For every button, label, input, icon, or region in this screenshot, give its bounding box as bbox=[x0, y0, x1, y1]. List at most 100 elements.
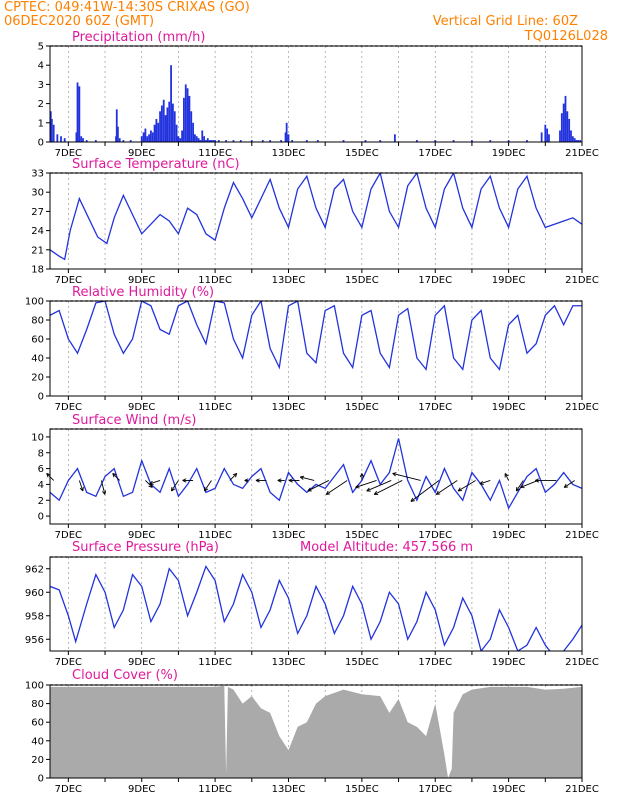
precipitation-bar bbox=[316, 140, 319, 142]
precipitation-bar bbox=[118, 138, 121, 142]
precipitation-bar bbox=[217, 140, 220, 142]
precipitation-bar bbox=[197, 138, 200, 142]
precipitation-bar bbox=[115, 109, 118, 142]
cloud-cover-xtick-label: 11DEC bbox=[198, 784, 232, 795]
precipitation-bar bbox=[172, 103, 174, 142]
wind-arrow bbox=[288, 478, 300, 483]
cloud-cover-ytick-label: 20 bbox=[31, 755, 44, 766]
precipitation-bar bbox=[564, 95, 567, 142]
precipitation-bar bbox=[342, 140, 345, 142]
precipitation-bar bbox=[573, 138, 576, 142]
precipitation-bar bbox=[250, 140, 253, 142]
precipitation-bar bbox=[577, 140, 580, 142]
precipitation-bar bbox=[239, 140, 242, 142]
cloud-cover-xtick-label: 7DEC bbox=[55, 784, 82, 795]
precipitation-bar bbox=[210, 140, 213, 142]
wind-arrow bbox=[100, 480, 107, 495]
pressure-xtick-label: 9DEC bbox=[128, 657, 155, 668]
humidity-title: Relative Humidity (%) bbox=[72, 285, 214, 300]
precipitation-ytick-label: 3 bbox=[38, 80, 44, 91]
temperature-xtick-label: 9DEC bbox=[128, 275, 155, 286]
precipitation-bar bbox=[562, 103, 565, 142]
pressure-xtick-label: 19DEC bbox=[492, 657, 526, 668]
precipitation-bar bbox=[540, 132, 543, 142]
precipitation-bar bbox=[548, 134, 550, 142]
precipitation-bar bbox=[142, 132, 145, 142]
temperature-ytick-label: 30 bbox=[31, 188, 44, 199]
precipitation-bar bbox=[162, 99, 165, 142]
humidity-ytick-label: 0 bbox=[38, 392, 44, 403]
pressure-line bbox=[50, 564, 582, 651]
precipitation-bar bbox=[195, 136, 198, 142]
precipitation-bar bbox=[60, 136, 62, 142]
cloud-cover-xtick-label: 19DEC bbox=[492, 784, 526, 795]
humidity-ytick-label: 20 bbox=[31, 373, 44, 384]
precipitation-bar bbox=[184, 84, 187, 142]
wind-ytick-label: 2 bbox=[38, 496, 44, 507]
precipitation-bar bbox=[379, 140, 382, 142]
wind-arrow bbox=[563, 480, 575, 488]
wind-line bbox=[50, 438, 582, 510]
wind-arrow bbox=[366, 480, 392, 492]
humidity-xtick-label: 9DEC bbox=[128, 402, 155, 413]
wind-xtick-label: 21DEC bbox=[565, 530, 599, 541]
wind-xtick-label: 7DEC bbox=[55, 530, 82, 541]
precipitation-bar bbox=[155, 118, 158, 142]
precipitation-bar bbox=[225, 140, 228, 142]
precipitation-bar bbox=[566, 111, 569, 142]
temperature-line bbox=[50, 173, 582, 261]
wind-title: Surface Wind (m/s) bbox=[72, 413, 196, 428]
wind-arrow bbox=[112, 473, 121, 481]
humidity-ytick-label: 80 bbox=[31, 316, 44, 327]
precipitation-bar bbox=[291, 140, 294, 142]
cloud-cover-ytick-label: 100 bbox=[25, 681, 44, 692]
wind-arrow bbox=[277, 478, 285, 483]
precipitation-bar bbox=[144, 128, 147, 142]
wind-arrow bbox=[255, 478, 267, 483]
precipitation-bar bbox=[183, 97, 185, 142]
wind-arrow bbox=[325, 480, 348, 495]
wind-arrow bbox=[359, 473, 365, 481]
precipitation-bar bbox=[179, 138, 182, 142]
precipitation-bar bbox=[546, 128, 549, 142]
wind-xtick-label: 17DEC bbox=[418, 530, 452, 541]
precipitation-ytick-label: 5 bbox=[38, 42, 44, 53]
precipitation-xtick-label: 7DEC bbox=[55, 148, 82, 159]
cloud-cover-xtick-label: 13DEC bbox=[272, 784, 306, 795]
precipitation-bar bbox=[575, 140, 578, 142]
wind-arrow bbox=[435, 480, 458, 495]
precipitation-bar bbox=[544, 124, 547, 142]
wind-panel: 0 2 4 6 8 10 7DEC 9DEC 11DEC 13DEC 15DEC 17DEC 19DEC… bbox=[31, 428, 599, 541]
precipitation-bar bbox=[507, 140, 510, 142]
temperature-ytick-label: 24 bbox=[31, 226, 44, 237]
temperature-xtick-label: 21DEC bbox=[565, 275, 599, 286]
cloud-cover-area bbox=[50, 685, 582, 778]
cloud-cover-xtick-label: 17DEC bbox=[418, 784, 452, 795]
precipitation-bar bbox=[173, 111, 176, 142]
temperature-panel: 18 21 24 27 30 33 7DEC 9DEC 11DEC 13DEC 15DEC 17DEC… bbox=[31, 169, 599, 287]
temperature-ytick-label: 27 bbox=[31, 207, 44, 218]
wind-arrow bbox=[520, 480, 539, 489]
precipitation-bar bbox=[52, 124, 55, 142]
precipitation-bar bbox=[140, 136, 143, 142]
temperature-title: Surface Temperature (nC) bbox=[72, 157, 240, 172]
precipitation-bar bbox=[80, 136, 83, 142]
temperature-ytick-label: 18 bbox=[31, 265, 44, 276]
precipitation-bar bbox=[212, 140, 215, 142]
cloud-cover-xtick-label: 21DEC bbox=[565, 784, 599, 795]
cloud-cover-ytick-label: 60 bbox=[31, 718, 44, 729]
precipitation-bar bbox=[526, 140, 528, 142]
precipitation-xtick-label: 21DEC bbox=[565, 148, 599, 159]
wind-arrow bbox=[479, 480, 491, 485]
precipitation-bar bbox=[559, 130, 561, 142]
precipitation-ytick-label: 0 bbox=[38, 138, 44, 149]
humidity-ytick-label: 40 bbox=[31, 354, 44, 365]
precipitation-bar bbox=[181, 130, 183, 142]
wind-arrow bbox=[457, 480, 476, 492]
precipitation-title: Precipitation (mm/h) bbox=[72, 30, 205, 45]
precipitation-bar bbox=[161, 105, 163, 142]
pressure-panel: 956 958 960 962 7DEC 9DEC 11DEC 13DEC 15DEC 17DEC… bbox=[25, 556, 599, 668]
header-location: CPTEC: 049:41W-14:30S CRIXAS (GO) bbox=[4, 0, 250, 15]
precipitation-bar bbox=[269, 140, 272, 142]
wind-arrow bbox=[355, 480, 377, 489]
